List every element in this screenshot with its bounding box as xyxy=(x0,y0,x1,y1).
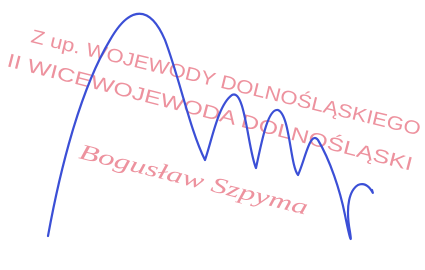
stamp-scan: Z up. WOJEWODY DOLNOŚLĄSKIEGO II WICEWOJ… xyxy=(0,0,425,270)
